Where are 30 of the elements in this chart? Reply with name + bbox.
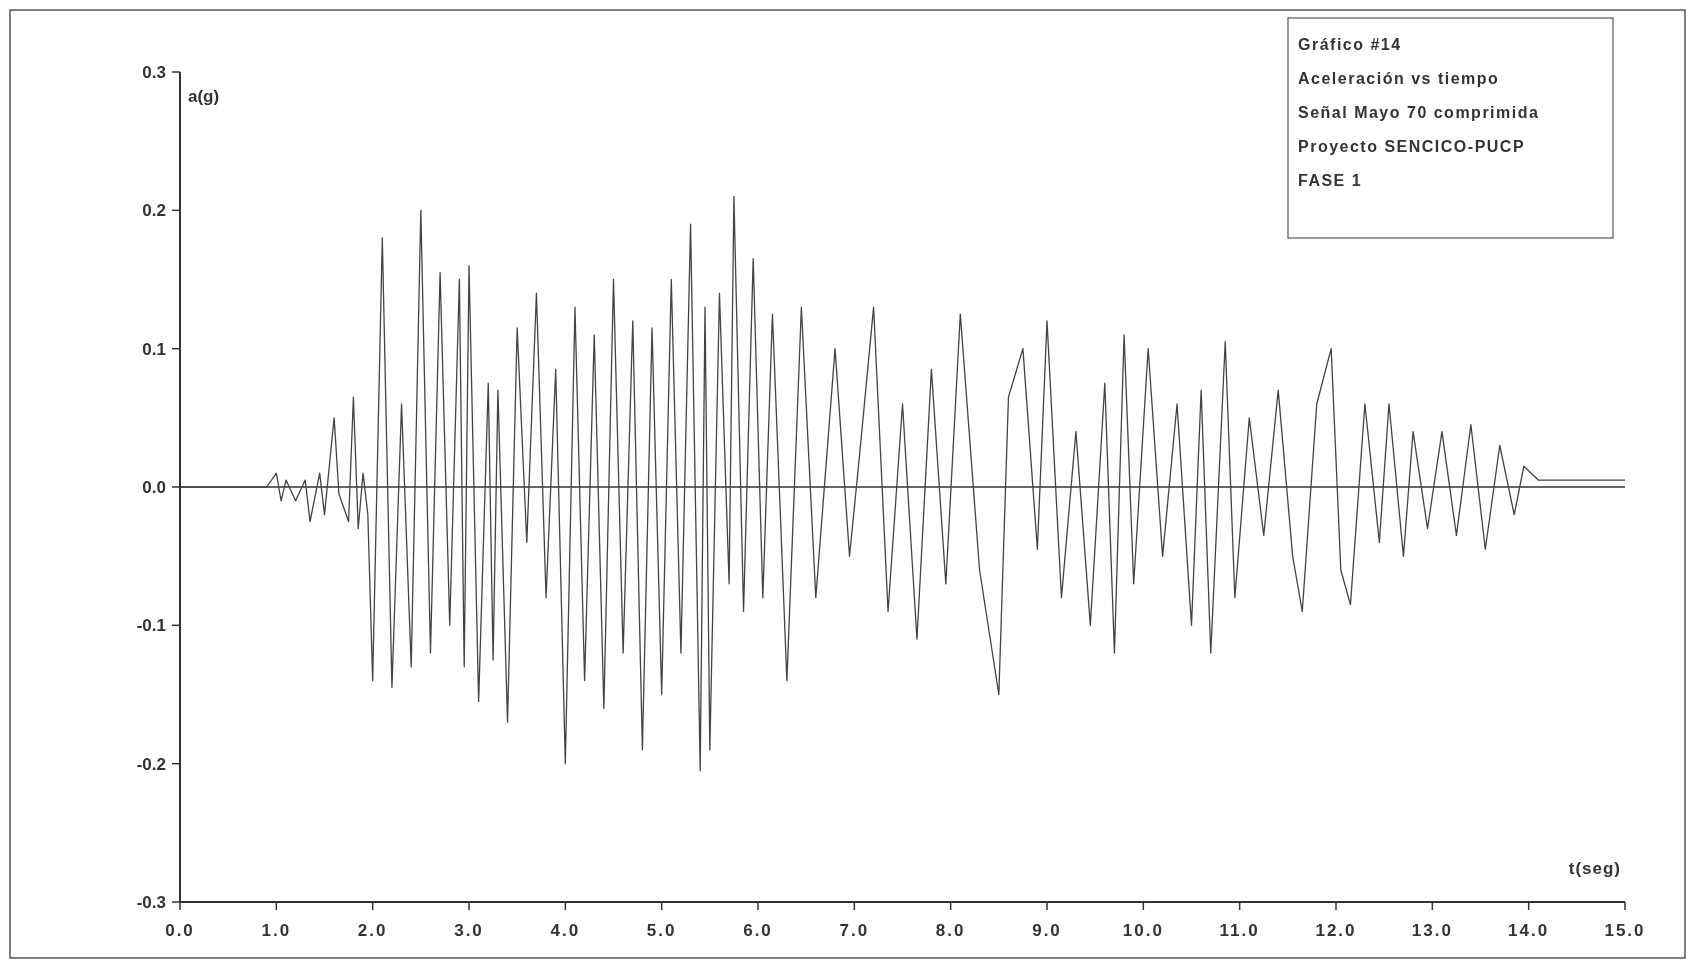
x-tick-label: 6.0 <box>743 921 773 940</box>
x-tick-label: 12.0 <box>1315 921 1357 940</box>
y-tick-label: 0.3 <box>142 62 166 82</box>
y-tick-label: -0.3 <box>136 892 166 912</box>
annotation: Aceleración vs tiempo <box>1298 70 1500 87</box>
x-axis-title: t(seg) <box>1568 859 1621 878</box>
y-tick-label: -0.1 <box>136 616 166 636</box>
y-tick-label: 0.0 <box>142 477 166 497</box>
x-tick-label: 13.0 <box>1411 921 1453 940</box>
x-tick-label: 2.0 <box>357 921 388 940</box>
x-tick-label: 0.0 <box>165 921 195 940</box>
x-tick-label: 10.0 <box>1122 921 1164 940</box>
y-tick-label: 0.1 <box>142 339 166 359</box>
annotation: Proyecto SENCICO-PUCP <box>1298 138 1526 155</box>
x-tick-label: 9.0 <box>1032 921 1062 940</box>
x-tick-label: 8.0 <box>935 921 966 940</box>
text: Gráfico #14 <box>1298 36 1402 53</box>
x-tick-label: 14.0 <box>1508 921 1550 940</box>
y-axis-title: a(g) <box>188 87 220 106</box>
x-tick-label: 7.0 <box>839 921 870 940</box>
annotation: FASE 1 <box>1298 172 1363 189</box>
x-tick-label: 1.0 <box>261 921 292 940</box>
y-tick-label: -0.2 <box>136 754 166 774</box>
x-tick-label: 5.0 <box>646 921 677 940</box>
y-tick-label: 0.2 <box>142 201 166 221</box>
x-tick-label: 3.0 <box>454 921 484 940</box>
annotation: Señal Mayo 70 comprimida <box>1298 104 1540 121</box>
x-tick-label: 15.0 <box>1604 921 1646 940</box>
x-tick-label: 11.0 <box>1219 921 1260 940</box>
x-tick-label: 4.0 <box>550 921 581 940</box>
